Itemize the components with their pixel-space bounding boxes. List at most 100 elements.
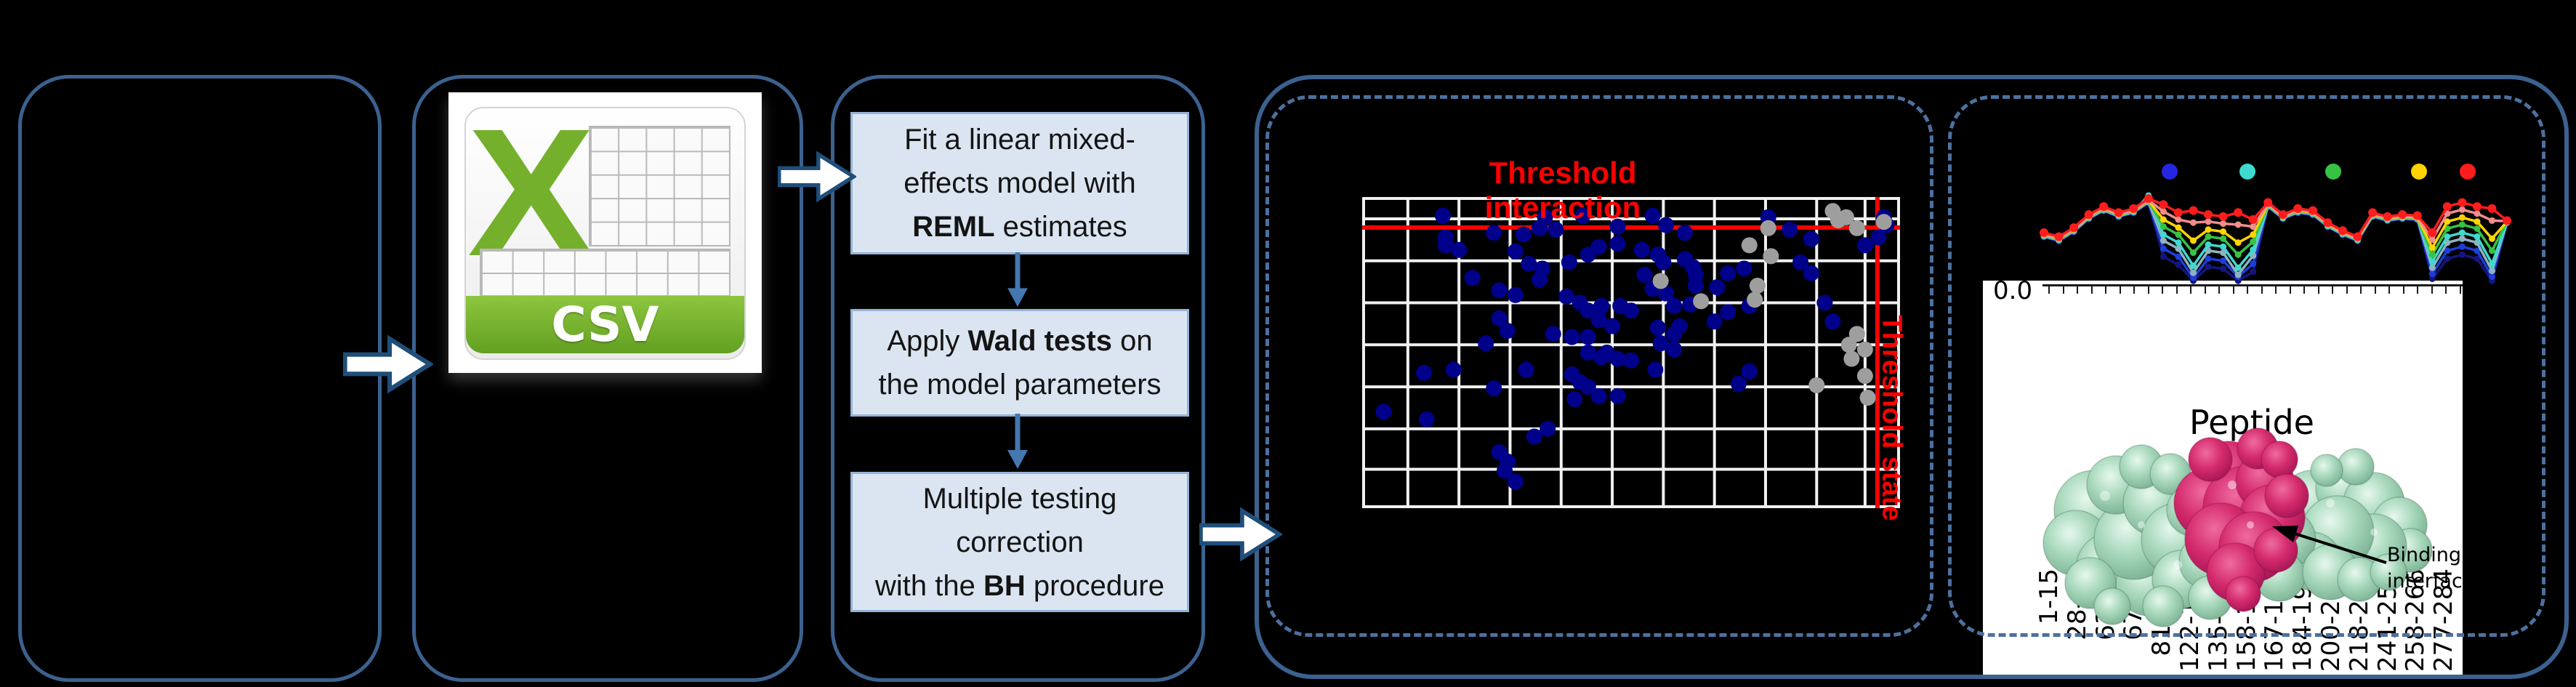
series-red-marker bbox=[2114, 208, 2123, 217]
series-blue-marker bbox=[2250, 260, 2257, 268]
blue-points bbox=[1609, 387, 1626, 404]
series-red-marker bbox=[2323, 218, 2333, 228]
legend-dot bbox=[2239, 164, 2255, 180]
blue-points bbox=[1516, 226, 1531, 243]
axis-tick bbox=[2317, 286, 2319, 294]
series-blue-marker bbox=[2175, 253, 2182, 260]
axis-tick bbox=[2090, 286, 2093, 294]
blue-points bbox=[1416, 364, 1433, 381]
series-red-marker bbox=[2487, 204, 2497, 213]
axis-tick bbox=[2261, 286, 2263, 294]
flow-arrow-right-icon bbox=[343, 334, 433, 394]
series-red-marker bbox=[2218, 212, 2228, 221]
series-salmon-marker bbox=[2234, 221, 2242, 228]
gray-points bbox=[1859, 390, 1876, 406]
gray-points bbox=[1856, 341, 1873, 358]
threshold-interaction-label: Threshold interaction bbox=[1484, 156, 1641, 225]
model-steps-box bbox=[831, 75, 1205, 682]
flow-arrow-down-icon bbox=[1007, 414, 1028, 469]
blue-points bbox=[1720, 265, 1736, 281]
blue-points bbox=[1547, 221, 1564, 238]
series-yellow-marker bbox=[2160, 216, 2167, 223]
threshold-state-label: Threshold state bbox=[1876, 315, 1907, 521]
step-text-line: effects model with bbox=[903, 167, 1136, 199]
blue-points bbox=[1856, 237, 1873, 254]
axis-tick bbox=[2360, 286, 2362, 294]
gray-points bbox=[1808, 377, 1825, 393]
protein-structure-illustration bbox=[2042, 427, 2432, 627]
series-salmon-marker bbox=[2458, 206, 2466, 213]
axis-tick bbox=[2247, 286, 2248, 294]
series-cyan-marker bbox=[2234, 264, 2242, 271]
y-axis-tick-label: 0.0 bbox=[1993, 281, 2033, 305]
blue-points bbox=[1545, 326, 1561, 342]
results-container-box bbox=[1255, 75, 2569, 679]
csv-file-icon: X CSV bbox=[448, 92, 762, 373]
step-text-line: Fit a linear mixed- bbox=[904, 124, 1135, 156]
blue-points bbox=[1531, 220, 1548, 236]
axis-tick bbox=[2190, 286, 2191, 294]
series-yellow-marker bbox=[2250, 231, 2257, 238]
series-red-marker bbox=[2412, 211, 2422, 220]
series-yellow-marker bbox=[2489, 235, 2495, 242]
series-yellow-marker bbox=[2474, 218, 2481, 225]
axis-tick bbox=[2332, 286, 2333, 294]
series-red-marker bbox=[2189, 206, 2198, 215]
series-blue-marker bbox=[2428, 270, 2436, 278]
axis-tick bbox=[2162, 286, 2163, 294]
step-box: Apply Wald tests on the model parameters bbox=[850, 309, 1189, 417]
series-steel-marker bbox=[2458, 235, 2466, 242]
threshold-scatter-plot bbox=[1362, 197, 1900, 508]
blue-points bbox=[1437, 237, 1454, 254]
series-red-marker bbox=[2234, 208, 2243, 217]
series-red-marker bbox=[2040, 228, 2048, 237]
blue-points bbox=[1464, 270, 1481, 286]
series-red-marker bbox=[2398, 210, 2407, 220]
series-cyan-marker bbox=[2428, 258, 2436, 265]
step-text-line: correction bbox=[956, 526, 1084, 558]
blue-points bbox=[1561, 254, 1577, 270]
blue-points bbox=[1623, 302, 1639, 319]
flow-arrow-down-icon bbox=[1007, 252, 1028, 308]
axis-tick bbox=[2417, 286, 2418, 294]
peptide-axis-panel: 0.0 1-1528-4463-7367-7581-101122-129135-… bbox=[1983, 281, 2463, 679]
series-blue-marker bbox=[2474, 247, 2481, 254]
blue-points bbox=[1658, 285, 1675, 302]
flow-arrow-right-icon bbox=[1199, 507, 1282, 562]
blue-points bbox=[1731, 375, 1747, 392]
blue-points bbox=[1720, 304, 1736, 321]
axis-tick bbox=[2175, 286, 2178, 294]
series-red-marker bbox=[2173, 208, 2183, 217]
series-navy-marker bbox=[2444, 255, 2451, 262]
blue-points bbox=[1418, 411, 1435, 428]
series-red-marker bbox=[2472, 202, 2482, 212]
series-red-marker bbox=[2293, 204, 2303, 213]
series-blue-marker bbox=[2160, 245, 2167, 252]
series-red-marker bbox=[2159, 200, 2168, 209]
series-red-marker bbox=[2204, 210, 2213, 220]
series-green-marker bbox=[2250, 238, 2257, 245]
series-navy-marker bbox=[2428, 275, 2436, 282]
series-red-marker bbox=[2338, 226, 2347, 236]
axis-tick bbox=[2445, 286, 2447, 294]
blue-points bbox=[1741, 363, 1758, 379]
step-text-line: Apply Wald tests on bbox=[887, 325, 1153, 357]
series-red-marker bbox=[2144, 194, 2153, 204]
series-red-marker bbox=[2308, 206, 2317, 215]
blue-points bbox=[1671, 318, 1688, 334]
series-yellow-marker bbox=[2444, 218, 2451, 225]
legend-dot bbox=[2460, 164, 2476, 180]
blue-points bbox=[1486, 380, 1502, 397]
gray-points bbox=[1749, 277, 1766, 294]
series-cyan-marker bbox=[2220, 243, 2227, 250]
binding-interface-annotation: Binding interface bbox=[2387, 544, 2463, 592]
blue-points bbox=[1666, 341, 1683, 358]
blue-points bbox=[1507, 286, 1524, 303]
blue-points bbox=[1824, 313, 1841, 330]
series-red-marker bbox=[2054, 232, 2064, 241]
series-red-marker bbox=[2099, 202, 2109, 212]
series-salmon-marker bbox=[2205, 218, 2212, 225]
step-box: Multiple testing correction with the BH pr… bbox=[850, 472, 1189, 612]
axis-tick bbox=[2346, 286, 2348, 294]
